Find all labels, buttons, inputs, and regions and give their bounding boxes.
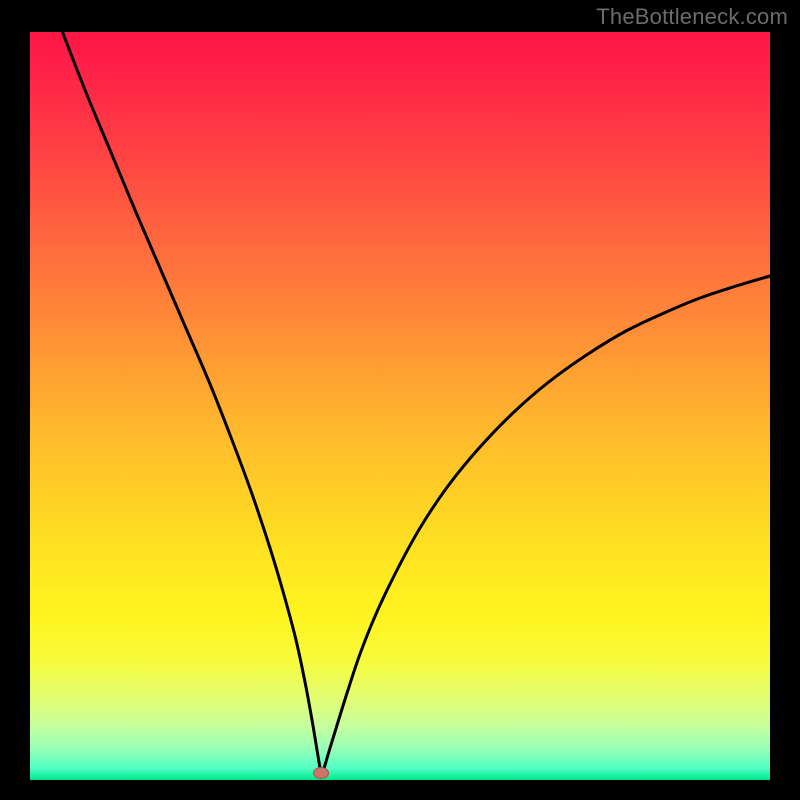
chart-background-gradient [30, 32, 770, 780]
watermark-text: TheBottleneck.com [596, 4, 788, 30]
chart-stage: TheBottleneck.com [0, 0, 800, 800]
